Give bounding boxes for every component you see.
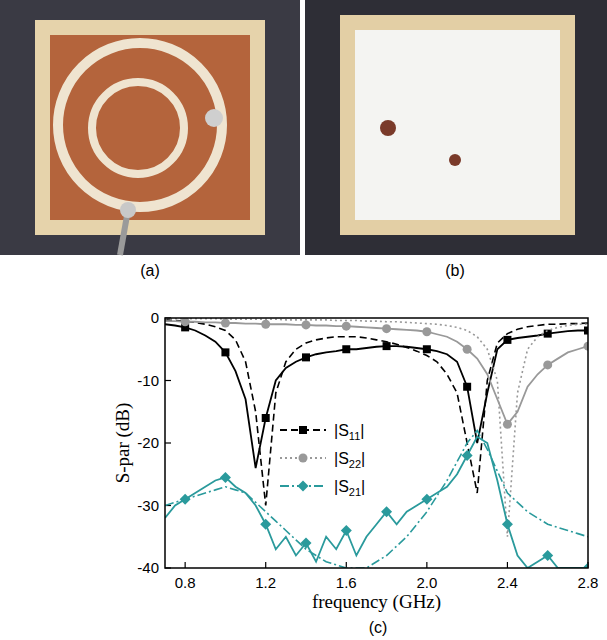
- copper-board: [50, 35, 250, 220]
- series-marker: [302, 353, 310, 361]
- legend-label: |S21|: [334, 478, 365, 498]
- series-marker: [262, 414, 270, 422]
- photo-b: [305, 0, 607, 255]
- legend-marker: [298, 481, 309, 492]
- series-marker: [261, 320, 270, 329]
- series-marker: [544, 330, 552, 338]
- series-marker: [583, 563, 589, 569]
- plot-lines: [165, 318, 588, 568]
- series-marker: [342, 322, 351, 331]
- series-marker: [422, 327, 431, 336]
- series-marker: [423, 345, 431, 353]
- x-tick: [185, 562, 186, 568]
- plot-area: [165, 318, 588, 568]
- series-line: [165, 431, 588, 569]
- hole: [380, 120, 396, 136]
- series-line: [165, 321, 588, 424]
- x-tick-label: 1.6: [336, 574, 357, 591]
- series-marker: [503, 420, 512, 429]
- series-marker: [463, 345, 472, 354]
- series-marker: [382, 324, 391, 333]
- series-marker: [301, 538, 312, 549]
- substrate-back: [355, 30, 560, 220]
- series-marker: [421, 494, 432, 505]
- x-tick-label: 0.8: [175, 574, 196, 591]
- connector: [120, 202, 136, 218]
- inner-ring-slot: [92, 82, 184, 174]
- series-marker: [463, 383, 471, 391]
- x-tick-label: 2.0: [416, 574, 437, 591]
- hole: [449, 154, 461, 166]
- wood-frame: [35, 20, 265, 235]
- series-marker: [462, 450, 473, 461]
- series-marker: [503, 336, 511, 344]
- photo-background: [305, 0, 607, 255]
- y-tick-label: -40: [137, 559, 159, 576]
- series-marker: [543, 360, 552, 369]
- y-tick-label: -20: [137, 434, 159, 451]
- x-tick: [265, 562, 266, 568]
- photo-a: [0, 0, 300, 255]
- legend-background: [276, 419, 369, 501]
- y-tick-label: -30: [137, 497, 159, 514]
- photo-background: [0, 0, 300, 255]
- wood-frame: [340, 15, 575, 235]
- series-marker: [502, 519, 513, 530]
- figure: (a) (b) (c) 0.8 1.2 1.6 2.0 2.4 2.8 0 -10 -20 -30 -40…: [0, 0, 607, 640]
- series-marker: [302, 320, 311, 329]
- x-tick-label: 2.4: [497, 574, 518, 591]
- y-tick-label: -10: [137, 372, 159, 389]
- series-marker: [341, 525, 352, 536]
- legend: |S11| |S22| |S21|: [276, 419, 369, 501]
- legend-label: |S11|: [334, 422, 364, 442]
- x-tick-label: 1.2: [255, 574, 276, 591]
- series-marker: [383, 342, 391, 350]
- legend-label: |S22|: [334, 450, 365, 470]
- series-line: [165, 319, 588, 537]
- x-tick-label: 2.8: [578, 574, 599, 591]
- panel-label: (a): [140, 262, 160, 279]
- y-tick: [165, 442, 171, 443]
- series-marker: [342, 345, 350, 353]
- series-marker: [220, 472, 231, 483]
- y-tick-label: 0: [151, 309, 159, 326]
- series-marker: [542, 550, 553, 561]
- y-tick: [165, 380, 171, 381]
- series-marker: [381, 506, 392, 517]
- panel-label: (c): [369, 619, 388, 636]
- x-tick: [507, 562, 508, 568]
- x-axis-title: frequency (GHz): [312, 591, 441, 613]
- connector: [205, 109, 223, 127]
- series-marker: [260, 519, 271, 530]
- legend-marker: [299, 454, 308, 463]
- plot-frame: [165, 318, 588, 568]
- outer-ring-slot: [58, 43, 222, 207]
- series-line: [165, 437, 588, 568]
- series-marker: [221, 348, 229, 356]
- x-tick: [426, 562, 427, 568]
- legend-marker: [299, 426, 307, 434]
- panel-label: (b): [445, 262, 465, 279]
- series-line: [165, 320, 588, 506]
- y-axis-title: S-par (dB): [112, 403, 134, 484]
